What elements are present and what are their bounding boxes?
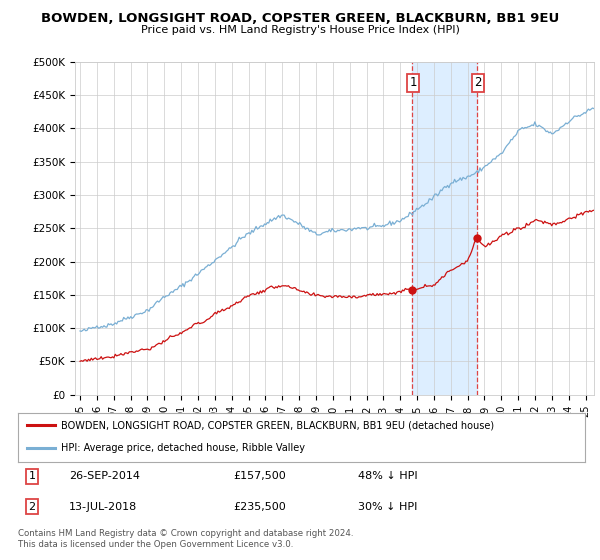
Text: 1: 1 — [29, 472, 35, 482]
Text: 13-JUL-2018: 13-JUL-2018 — [69, 502, 137, 512]
Text: BOWDEN, LONGSIGHT ROAD, COPSTER GREEN, BLACKBURN, BB1 9EU (detached house): BOWDEN, LONGSIGHT ROAD, COPSTER GREEN, B… — [61, 420, 494, 430]
Text: 2: 2 — [474, 76, 482, 90]
Text: £235,500: £235,500 — [233, 502, 286, 512]
Text: Price paid vs. HM Land Registry's House Price Index (HPI): Price paid vs. HM Land Registry's House … — [140, 25, 460, 35]
Text: BOWDEN, LONGSIGHT ROAD, COPSTER GREEN, BLACKBURN, BB1 9EU: BOWDEN, LONGSIGHT ROAD, COPSTER GREEN, B… — [41, 12, 559, 25]
Text: 30% ↓ HPI: 30% ↓ HPI — [358, 502, 418, 512]
Text: 48% ↓ HPI: 48% ↓ HPI — [358, 472, 418, 482]
Text: HPI: Average price, detached house, Ribble Valley: HPI: Average price, detached house, Ribb… — [61, 443, 305, 453]
Text: 26-SEP-2014: 26-SEP-2014 — [69, 472, 140, 482]
Text: 1: 1 — [409, 76, 417, 90]
Text: 2: 2 — [29, 502, 36, 512]
Bar — [412, 62, 477, 395]
Text: Contains HM Land Registry data © Crown copyright and database right 2024.
This d: Contains HM Land Registry data © Crown c… — [18, 529, 353, 549]
Text: £157,500: £157,500 — [233, 472, 286, 482]
